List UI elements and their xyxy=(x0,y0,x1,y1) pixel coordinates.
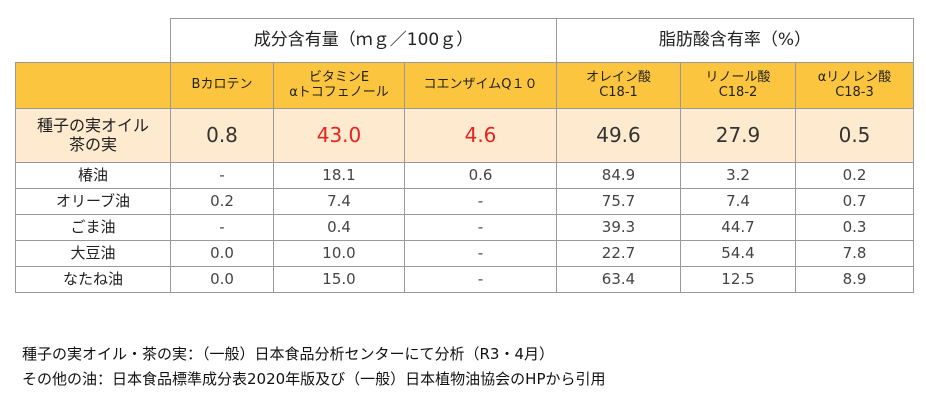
cell-line: 種子の実オイル xyxy=(36,116,149,136)
cell-line: オレイン酸 xyxy=(585,69,651,85)
corner-cell xyxy=(16,19,171,63)
data-row: なたね油 0.0 15.0-63.4 12.5 8.9 xyxy=(15,266,914,293)
header-corner xyxy=(15,62,171,109)
data-row: 大豆油 0.0 10.0-22.7 54.4 7.8 xyxy=(15,240,914,267)
cell: 49.6 xyxy=(556,108,681,163)
cell-line: αリノレン酸 xyxy=(817,69,892,85)
group-header: 成分含有量（ｍｇ／100ｇ） xyxy=(170,18,557,63)
cell: 0.8 xyxy=(170,108,274,163)
cell: 84.9 xyxy=(556,162,681,189)
cell: 43.0 xyxy=(273,108,405,163)
cell: 0.4 xyxy=(273,214,405,241)
group-header-row: 成分含有量（ｍｇ／100ｇ） 脂肪酸含有率（%） xyxy=(16,18,914,63)
column-header: コエンザイムQ１０ xyxy=(404,62,557,109)
cell: 10.0 xyxy=(273,240,405,267)
cell: - xyxy=(404,266,557,293)
row-label: 大豆油 xyxy=(15,240,171,267)
column-header: αリノレン酸 C18-3 xyxy=(795,62,914,109)
cell: 3.2 xyxy=(680,162,796,189)
cell: 44.7 xyxy=(680,214,796,241)
column-header: Bカロテン xyxy=(170,62,274,109)
notes: 種子の実オイル・茶の実：（一般）日本食品分析センターにて分析（R3・4月） その他… xyxy=(22,342,606,392)
cell: 18.1 xyxy=(273,162,405,189)
cell-line: C18-2 xyxy=(718,84,758,100)
cell: 12.5 xyxy=(680,266,796,293)
oil-table: 成分含有量（ｍｇ／100ｇ） 脂肪酸含有率（%） Bカロテン ビタミンE αトコフェノー… xyxy=(15,18,914,293)
cell: 0.7 xyxy=(795,188,914,215)
row-label: なたね油 xyxy=(15,266,171,293)
note: その他の油：日本食品標準成分表2020年版及び（一般）日本植物油協会のHPから引… xyxy=(22,370,606,388)
cell: 0.3 xyxy=(795,214,914,241)
cell: - xyxy=(404,188,557,215)
cell: 15.0 xyxy=(273,266,405,293)
row-label: オリーブ油 xyxy=(15,188,171,215)
group-header: 脂肪酸含有率（%） xyxy=(556,18,914,63)
cell: 0.2 xyxy=(170,188,274,215)
cell: 0.6 xyxy=(404,162,557,189)
cell: 8.9 xyxy=(795,266,914,293)
cell-line: ビタミンE xyxy=(308,69,370,85)
cell: - xyxy=(404,240,557,267)
column-header: オレイン酸 C18-1 xyxy=(556,62,681,109)
cell-line: コエンザイムQ１０ xyxy=(423,77,538,93)
cell-line: Bカロテン xyxy=(191,77,253,93)
cell: 0.2 xyxy=(795,162,914,189)
data-row: ごま油 -0.4-39.3 44.7 0.3 xyxy=(15,214,914,241)
note: 種子の実オイル・茶の実：（一般）日本食品分析センターにて分析（R3・4月） xyxy=(22,345,555,363)
featured-row: 種子の実オイル 茶の実 0.8 43.0 4.6 49.6 27.9 0.5 xyxy=(15,108,914,163)
cell: 0.0 xyxy=(170,266,274,293)
cell: 7.4 xyxy=(680,188,796,215)
data-row: オリーブ油 0.2 7.4-75.7 7.4 0.7 xyxy=(15,188,914,215)
cell-line: C18-1 xyxy=(599,84,638,100)
row-label: 椿油 xyxy=(15,162,171,189)
cell: 22.7 xyxy=(556,240,681,267)
cell-line: αトコフェノール xyxy=(289,84,389,100)
cell: - xyxy=(170,162,274,189)
cell-line: C18-3 xyxy=(835,84,874,100)
column-header: リノール酸 C18-2 xyxy=(680,62,796,109)
cell-line: 茶の実 xyxy=(68,134,117,154)
row-label: 種子の実オイル 茶の実 xyxy=(15,108,171,163)
cell: 54.4 xyxy=(680,240,796,267)
cell: - xyxy=(170,214,274,241)
cell: 7.8 xyxy=(795,240,914,267)
cell: 27.9 xyxy=(680,108,796,163)
column-header-row: Bカロテン ビタミンE αトコフェノール コエンザイムQ１０ オレイン酸 C18-1 リノー… xyxy=(15,62,914,109)
cell-line: リノール酸 xyxy=(705,69,771,85)
cell: 4.6 xyxy=(404,108,557,163)
cell: 39.3 xyxy=(556,214,681,241)
column-header: ビタミンE αトコフェノール xyxy=(273,62,405,109)
row-label: ごま油 xyxy=(15,214,171,241)
cell: 75.7 xyxy=(556,188,681,215)
cell: 0.0 xyxy=(170,240,274,267)
data-row: 椿油 -18.1 0.6 84.9 3.2 0.2 xyxy=(15,162,914,189)
cell: 63.4 xyxy=(556,266,681,293)
cell: 0.5 xyxy=(795,108,914,163)
cell: 7.4 xyxy=(273,188,405,215)
cell: - xyxy=(404,214,557,241)
